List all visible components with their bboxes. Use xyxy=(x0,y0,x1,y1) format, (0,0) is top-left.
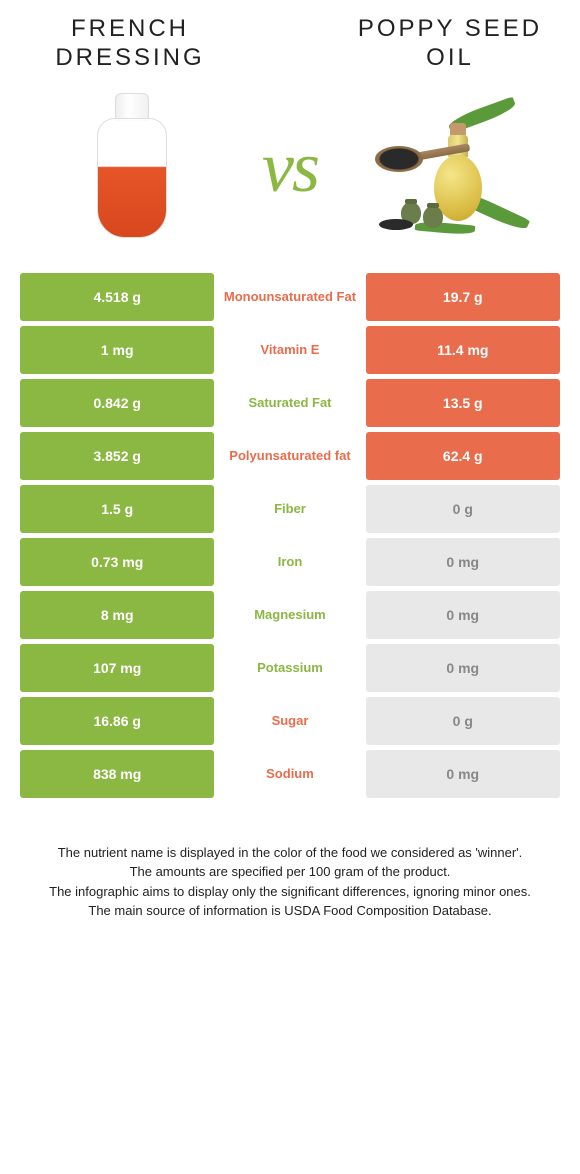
nutrient-label: Fiber xyxy=(214,485,365,533)
left-value: 16.86 g xyxy=(20,697,214,745)
nutrient-label: Iron xyxy=(214,538,365,586)
food-b-title: POPPY SEED OIL xyxy=(350,15,550,73)
right-value: 11.4 mg xyxy=(366,326,560,374)
food-a-image xyxy=(57,83,207,253)
right-value: 0 mg xyxy=(366,644,560,692)
oil-scene-icon xyxy=(373,98,523,238)
right-value: 62.4 g xyxy=(366,432,560,480)
food-b-title-line1: POPPY SEED xyxy=(358,15,542,42)
table-row: 8 mgMagnesium0 mg xyxy=(20,591,560,639)
nutrient-label: Monounsaturated Fat xyxy=(214,273,365,321)
left-value: 1.5 g xyxy=(20,485,214,533)
left-value: 4.518 g xyxy=(20,273,214,321)
left-value: 3.852 g xyxy=(20,432,214,480)
table-row: 4.518 gMonounsaturated Fat19.7 g xyxy=(20,273,560,321)
nutrient-label: Saturated Fat xyxy=(214,379,365,427)
left-value: 838 mg xyxy=(20,750,214,798)
table-row: 838 mgSodium0 mg xyxy=(20,750,560,798)
food-a-title-line2: DRESSING xyxy=(55,44,204,71)
footnote-line: The nutrient name is displayed in the co… xyxy=(30,843,550,863)
left-value: 0.73 mg xyxy=(20,538,214,586)
table-row: 0.73 mgIron0 mg xyxy=(20,538,560,586)
table-row: 107 mgPotassium0 mg xyxy=(20,644,560,692)
table-row: 0.842 gSaturated Fat13.5 g xyxy=(20,379,560,427)
nutrient-label: Polyunsaturated fat xyxy=(214,432,365,480)
right-value: 13.5 g xyxy=(366,379,560,427)
table-row: 1 mgVitamin E11.4 mg xyxy=(20,326,560,374)
left-value: 107 mg xyxy=(20,644,214,692)
table-row: 1.5 gFiber0 g xyxy=(20,485,560,533)
nutrient-label: Vitamin E xyxy=(214,326,365,374)
infographic-container: FRENCH DRESSING POPPY SEED OIL vs xyxy=(0,0,580,951)
left-value: 0.842 g xyxy=(20,379,214,427)
right-value: 19.7 g xyxy=(366,273,560,321)
food-b-title-line2: OIL xyxy=(426,44,474,71)
jar-icon xyxy=(92,93,172,243)
right-value: 0 mg xyxy=(366,750,560,798)
nutrient-label: Magnesium xyxy=(214,591,365,639)
table-row: 3.852 gPolyunsaturated fat62.4 g xyxy=(20,432,560,480)
header: FRENCH DRESSING POPPY SEED OIL xyxy=(0,0,580,73)
footnote-line: The amounts are specified per 100 gram o… xyxy=(30,862,550,882)
right-value: 0 mg xyxy=(366,591,560,639)
food-a-title-line1: FRENCH xyxy=(71,15,189,42)
right-value: 0 g xyxy=(366,485,560,533)
images-row: vs xyxy=(0,73,580,273)
vs-label: vs xyxy=(262,126,318,209)
food-a-title: FRENCH DRESSING xyxy=(30,15,230,73)
footnote-line: The infographic aims to display only the… xyxy=(30,882,550,902)
nutrient-label: Sodium xyxy=(214,750,365,798)
right-value: 0 mg xyxy=(366,538,560,586)
food-b-image xyxy=(373,83,523,253)
left-value: 8 mg xyxy=(20,591,214,639)
comparison-table: 4.518 gMonounsaturated Fat19.7 g 1 mgVita… xyxy=(20,273,560,798)
footnote-line: The main source of information is USDA F… xyxy=(30,901,550,921)
left-value: 1 mg xyxy=(20,326,214,374)
footnotes: The nutrient name is displayed in the co… xyxy=(0,803,580,951)
nutrient-label: Sugar xyxy=(214,697,365,745)
nutrient-label: Potassium xyxy=(214,644,365,692)
table-row: 16.86 gSugar0 g xyxy=(20,697,560,745)
right-value: 0 g xyxy=(366,697,560,745)
